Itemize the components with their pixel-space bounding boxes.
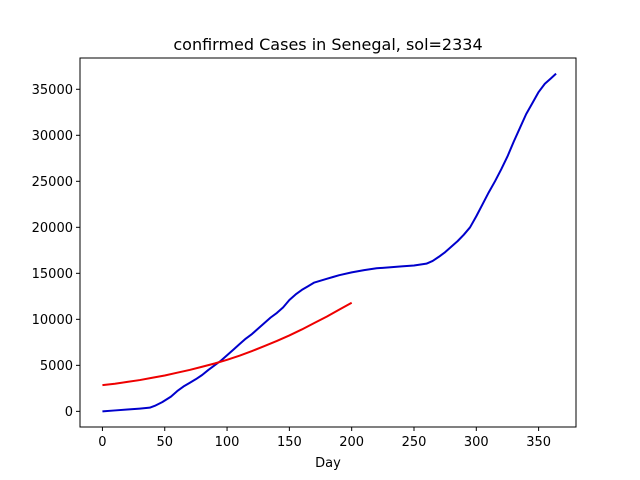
x-tick-label: 200 <box>339 435 364 450</box>
x-tick-label: 300 <box>464 435 489 450</box>
plot-area: 0 50 100 150 200 250 300 350 0 5000 10000 15000 2000… <box>32 57 577 450</box>
y-tick-label: 0 <box>65 405 73 420</box>
x-tick-label: 150 <box>277 435 302 450</box>
y-tick-label: 15000 <box>32 267 73 282</box>
y-tick-label: 10000 <box>32 313 73 328</box>
y-tick-label: 5000 <box>40 359 73 374</box>
series-line-1 <box>102 301 353 387</box>
plot-frame <box>79 57 577 428</box>
x-tick-label: 250 <box>402 435 427 450</box>
y-tick-label: 20000 <box>32 221 73 236</box>
x-axis-label: Day <box>315 456 341 471</box>
chart-title: confirmed Cases in Senegal, sol=2334 <box>173 35 482 54</box>
y-tick-label: 25000 <box>32 175 73 190</box>
series-line-0 <box>102 72 557 413</box>
x-tick-label: 50 <box>156 435 173 450</box>
y-tick-label: 35000 <box>32 83 73 98</box>
x-tick-label: 100 <box>215 435 240 450</box>
x-tick-label: 350 <box>526 435 551 450</box>
y-tick-label: 30000 <box>32 129 73 144</box>
x-tick-label: 0 <box>98 435 106 450</box>
